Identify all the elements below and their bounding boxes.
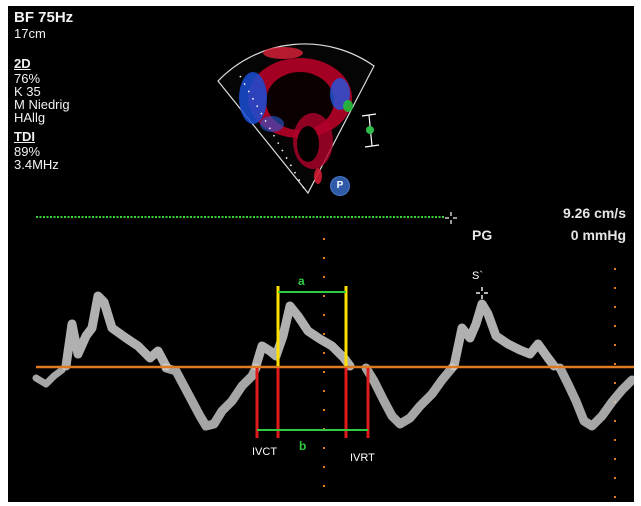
ultrasound-display: BF 75Hz 17cm 2D 76% K 35 M Niedrig HAllg… bbox=[8, 6, 634, 502]
velocity-readout: 9.26 cm/s bbox=[562, 205, 626, 221]
depth: 17cm bbox=[14, 26, 46, 41]
red-markers bbox=[255, 368, 370, 438]
time-markers bbox=[323, 238, 616, 502]
probe-badge-icon: P bbox=[331, 177, 349, 195]
label-b: b bbox=[299, 439, 307, 453]
pressure-readout: 0 mmHg bbox=[570, 227, 626, 243]
doppler-graphics bbox=[32, 43, 634, 502]
gain-tdi: 89% bbox=[14, 144, 41, 159]
label-ivrt: IVRT bbox=[350, 452, 375, 464]
m-mode: M Niedrig bbox=[14, 97, 70, 112]
frame-rate: BF 75Hz bbox=[14, 9, 74, 26]
probe-frequency: 3.4MHz bbox=[14, 157, 59, 172]
harmonic: HAllg bbox=[14, 110, 46, 125]
yellow-markers bbox=[276, 286, 348, 366]
k-value: K 35 bbox=[14, 84, 41, 99]
crosshair-icon bbox=[445, 212, 457, 224]
sector-image bbox=[217, 43, 380, 195]
label-ivct: IVCT bbox=[252, 446, 278, 458]
mode-tdi-title: TDI bbox=[14, 129, 35, 144]
label-s-prime: S` bbox=[472, 270, 483, 282]
doppler-waveform bbox=[32, 291, 634, 431]
gain-2d: 76% bbox=[14, 71, 41, 86]
pg-label: PG bbox=[472, 227, 493, 243]
crosshair-icon bbox=[476, 287, 488, 299]
mode-2d-title: 2D bbox=[14, 56, 31, 71]
label-a: a bbox=[298, 274, 305, 288]
